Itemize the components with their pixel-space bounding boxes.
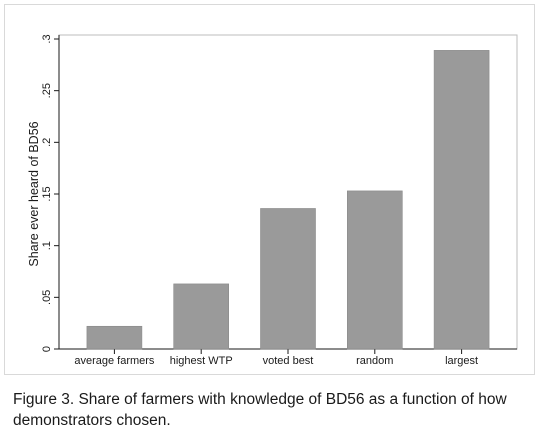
bar-voted-best (260, 208, 316, 350)
bar-average-farmers (86, 325, 143, 350)
x-tick-label: average farmers (74, 355, 155, 367)
tick-labels: 0 .05 .1 .15 .2 .25 .3 Share ever heard of BD56… (27, 34, 478, 367)
bar-chart: 0 .05 .1 .15 .2 .25 .3 Share ever heard of BD56… (27, 34, 518, 367)
figure-frame: 0 .05 .1 .15 .2 .25 .3 Share ever heard of BD56… (4, 4, 535, 375)
y-tick-label: 0 (41, 346, 53, 352)
y-axis-title: Share ever heard of BD56 (27, 121, 41, 266)
figure-caption: Figure 3. Share of farmers with knowledg… (13, 391, 507, 429)
x-tick-label: voted best (263, 355, 314, 367)
x-tick-label: random (356, 355, 393, 367)
y-tick-label: .25 (41, 83, 53, 98)
x-tick-label: largest (445, 355, 478, 367)
y-tick-label: .15 (41, 186, 53, 201)
bar-highest-wtp (173, 283, 229, 350)
y-tick-label: .3 (41, 34, 53, 43)
bars (86, 50, 490, 350)
bar-random (346, 190, 403, 350)
y-tick-label: .2 (41, 138, 53, 147)
bar-largest (433, 50, 490, 350)
y-tick-label: .05 (41, 290, 53, 305)
y-tick-label: .1 (41, 241, 53, 250)
x-tick-label: highest WTP (170, 355, 233, 367)
